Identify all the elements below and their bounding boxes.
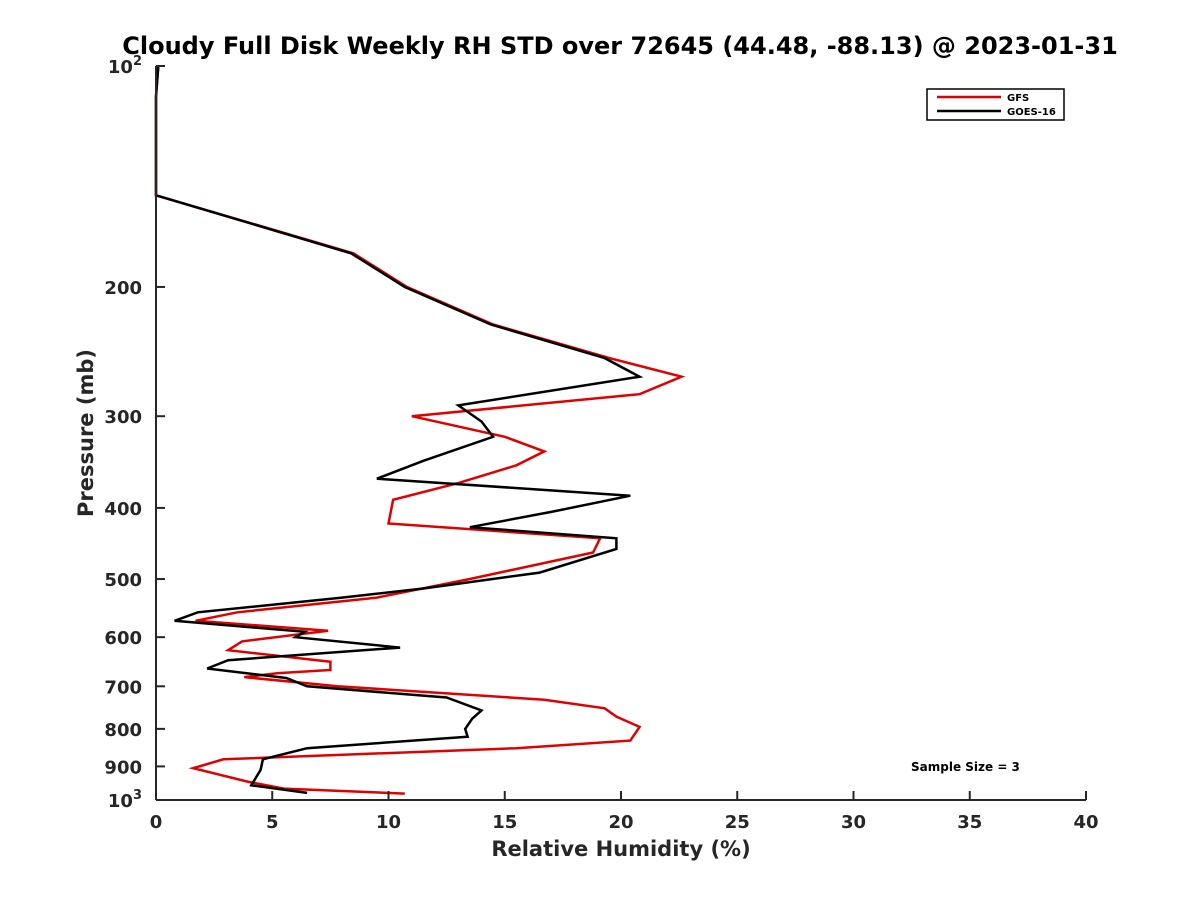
y-tick-label: 103 — [108, 788, 142, 812]
x-tick-label: 20 — [608, 812, 633, 833]
legend-label-gfs: GFS — [1007, 93, 1029, 104]
x-ticks: 0 5 10 15 20 25 30 35 40 — [150, 791, 1099, 833]
x-tick-label: 40 — [1073, 812, 1098, 833]
y-tick-label: 600 — [104, 628, 142, 649]
y-axis-label: Pressure (mb) — [74, 349, 98, 517]
legend-label-goes-16: GOES-16 — [1007, 107, 1056, 118]
x-tick-label: 25 — [725, 812, 750, 833]
x-tick-label: 10 — [376, 812, 401, 833]
y-tick-label: 800 — [104, 720, 142, 741]
legend: GFS GOES-16 — [926, 88, 1065, 121]
chart-title: Cloudy Full Disk Weekly RH STD over 7264… — [122, 32, 1118, 60]
legend-box — [926, 88, 1065, 121]
x-tick-label: 35 — [957, 812, 982, 833]
sample-size-annotation: Sample Size = 3 — [911, 760, 1020, 774]
y-tick-label: 400 — [104, 499, 142, 520]
series-layer — [154, 65, 686, 795]
y-tick-label: 700 — [104, 677, 142, 698]
x-tick-label: 30 — [841, 812, 866, 833]
x-axis-label: Relative Humidity (%) — [491, 837, 750, 861]
series-line-goes-16 — [154, 65, 644, 795]
y-tick-label: 200 — [104, 278, 142, 299]
y-tick-label: 500 — [104, 570, 142, 591]
x-tick-label: 0 — [150, 812, 163, 833]
y-tick-label: 300 — [104, 407, 142, 428]
y-tick-label: 900 — [104, 757, 142, 778]
y-tick-label: 102 — [108, 54, 142, 78]
x-tick-label: 5 — [266, 812, 279, 833]
y-ticks: 102 200 300 400 500 600 700 800 900 103 — [104, 54, 165, 812]
x-tick-label: 15 — [492, 812, 517, 833]
